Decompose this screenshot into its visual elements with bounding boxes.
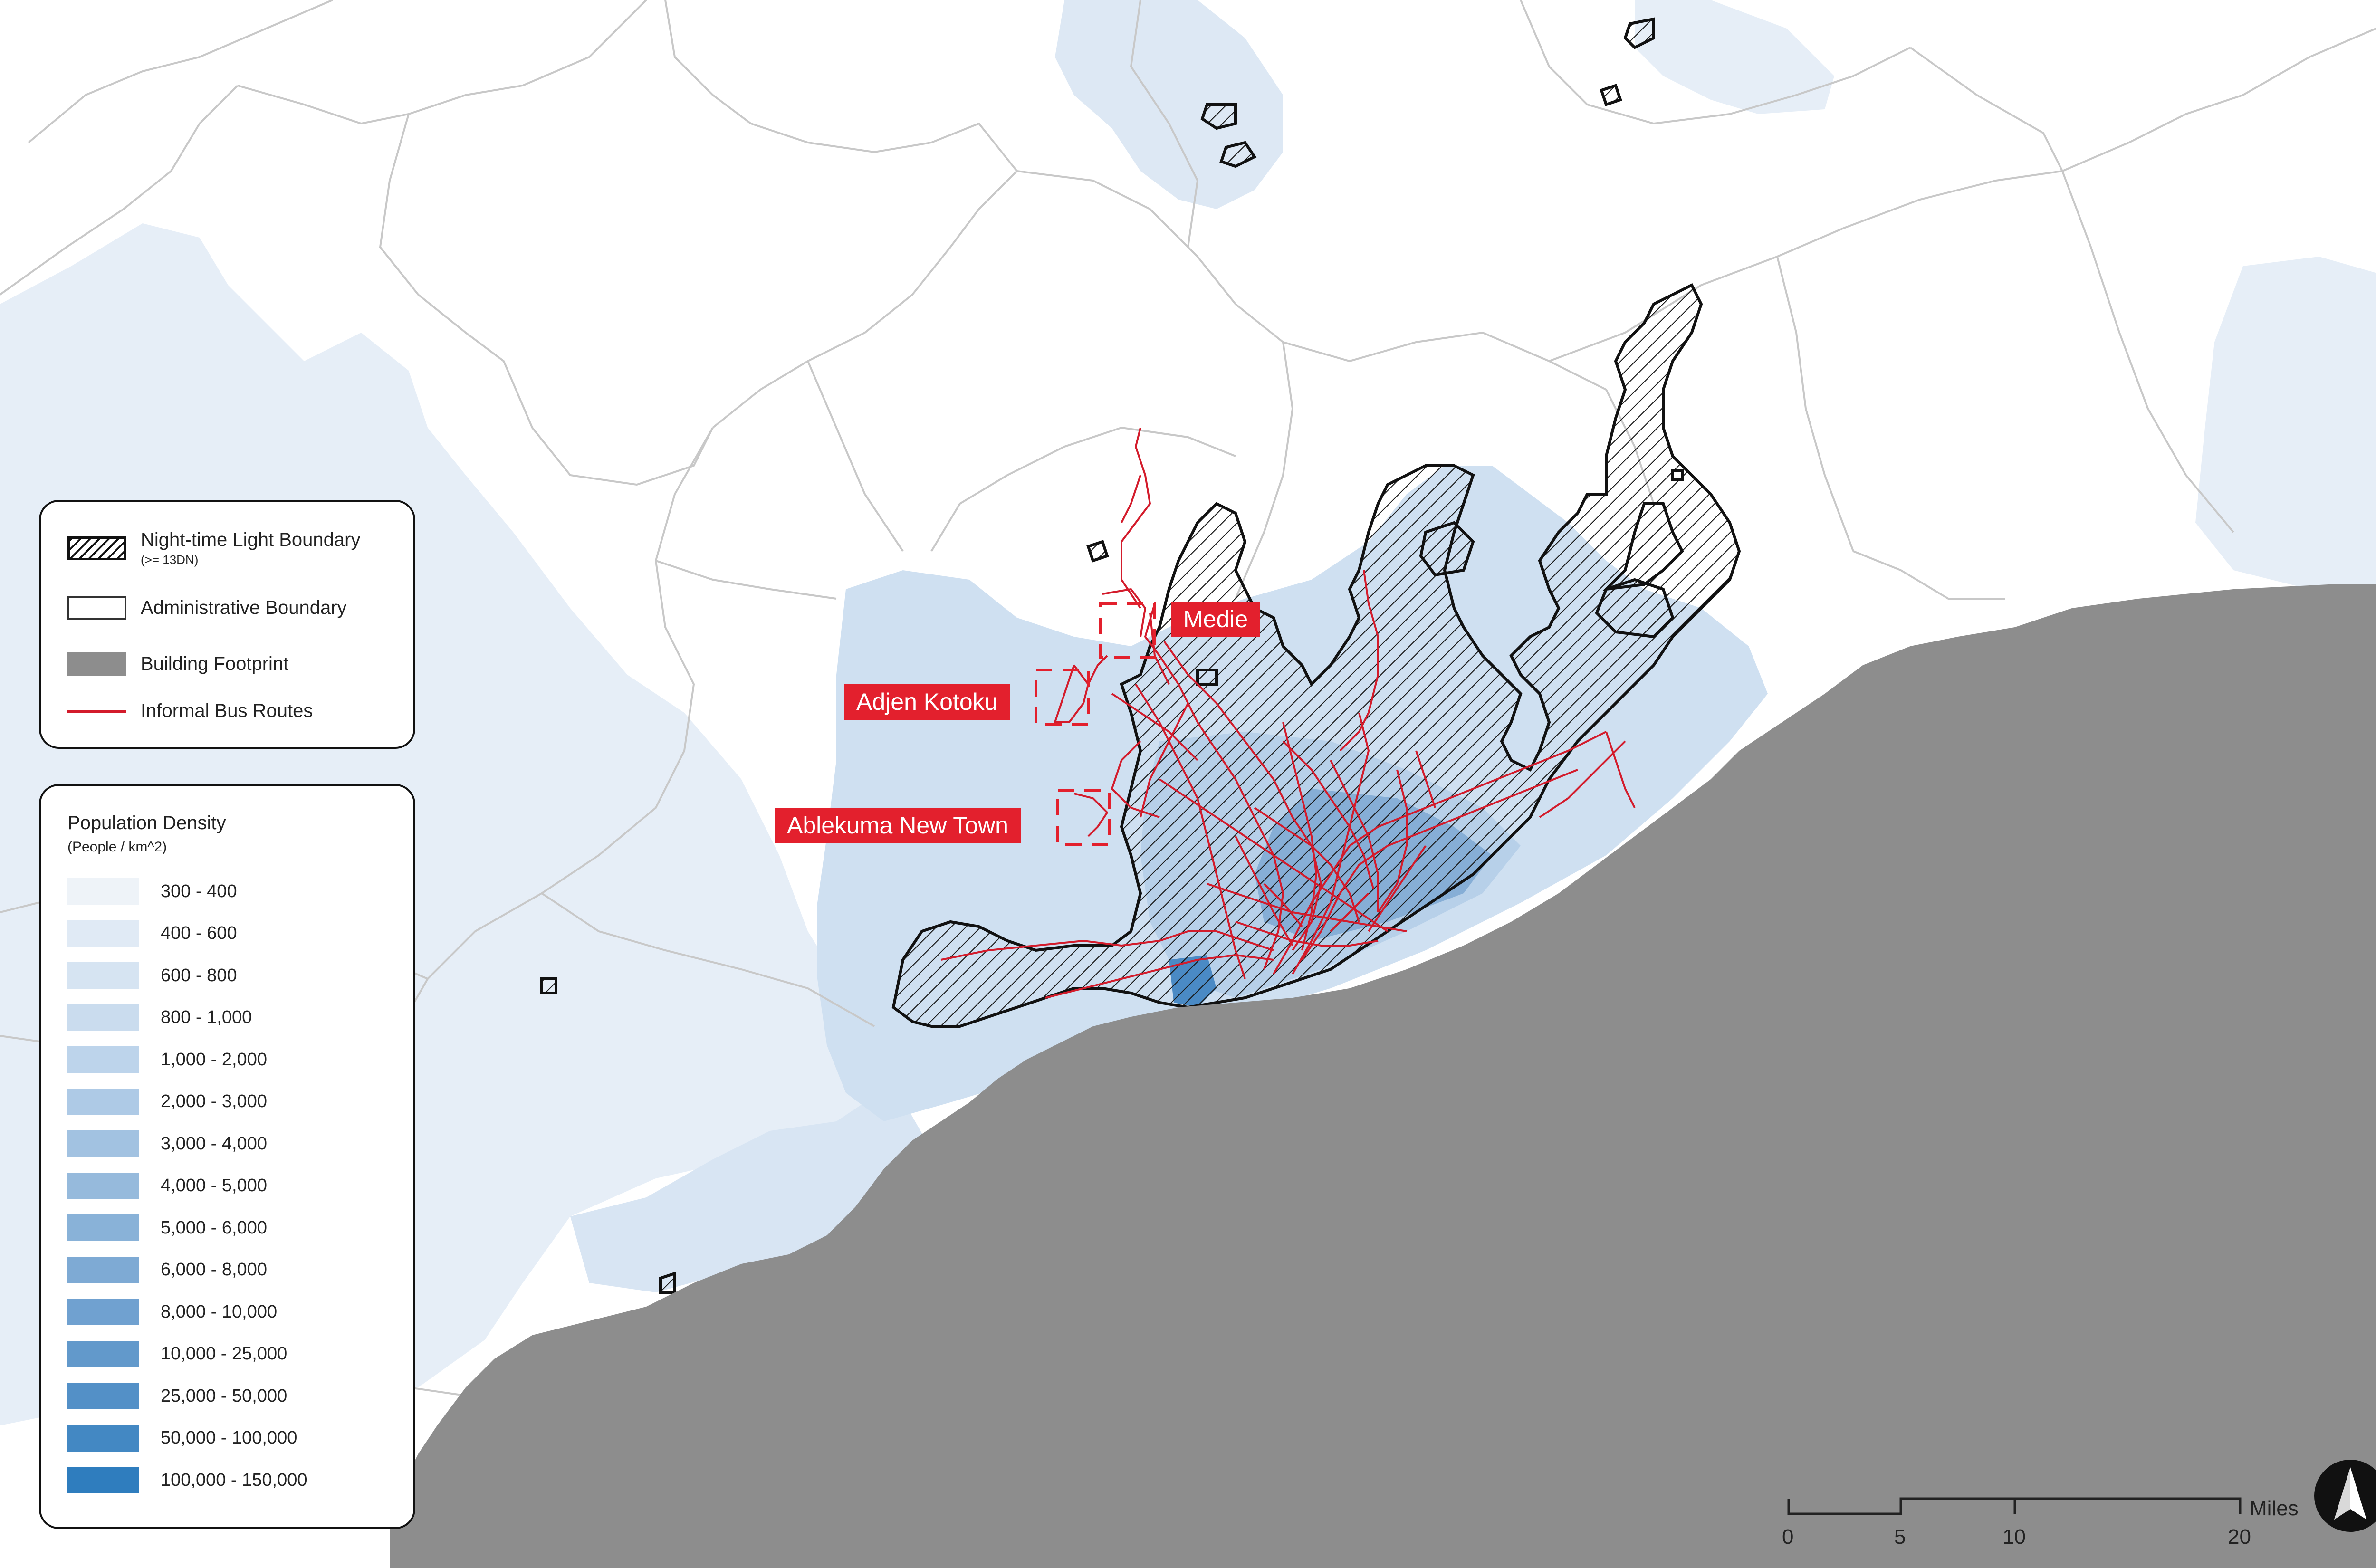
density-region-east <box>2195 257 2376 589</box>
density-class-row: 5,000 - 6,000 <box>67 1214 267 1241</box>
density-class-label: 10,000 - 25,000 <box>161 1344 287 1364</box>
density-region-ne <box>1635 0 1834 114</box>
density-swatch <box>67 1299 139 1325</box>
density-class-row: 800 - 1,000 <box>67 1004 252 1031</box>
density-swatch <box>67 1214 139 1241</box>
density-class-label: 25,000 - 50,000 <box>161 1386 287 1406</box>
density-swatch <box>67 1467 139 1493</box>
density-class-label: 6,000 - 8,000 <box>161 1260 267 1280</box>
legend-label: Administrative Boundary <box>141 597 347 618</box>
density-swatch <box>67 1383 139 1409</box>
density-swatch <box>67 920 139 947</box>
density-region-north <box>1055 0 1283 209</box>
night-light-swatch <box>67 536 126 560</box>
density-swatch <box>67 1256 139 1283</box>
night-light-outlier-6 <box>540 977 557 994</box>
density-class-label: 2,000 - 3,000 <box>161 1091 267 1111</box>
admin-boundaries <box>0 0 2376 1398</box>
night-light-sub-area-2 <box>1419 521 1475 577</box>
density-class-label: 4,000 - 5,000 <box>161 1176 267 1195</box>
legend-item-night-light: Night-time Light Boundary (>= 13DN) <box>67 529 360 567</box>
night-light-outlier-4 <box>1600 84 1622 106</box>
density-class-label: 1,000 - 2,000 <box>161 1049 267 1070</box>
density-legend-title: Population Density <box>67 813 226 833</box>
scale-bar <box>1787 1497 2242 1515</box>
legend-item-building-footprint: Building Footprint <box>67 652 288 676</box>
admin-boundary-swatch <box>67 596 126 620</box>
north-arrow-icon <box>2314 1460 2376 1532</box>
night-light-sub-area-3 <box>1602 502 1684 592</box>
density-class-label: 400 - 600 <box>161 923 237 943</box>
density-class-row: 600 - 800 <box>67 962 237 989</box>
night-light-outlier-3 <box>1623 17 1655 49</box>
density-legend: Population Density (People / km^2) 300 -… <box>39 784 415 1529</box>
legend-label: Night-time Light Boundary <box>141 529 361 550</box>
density-class-row: 10,000 - 25,000 <box>67 1340 287 1367</box>
density-region-south <box>570 1083 950 1292</box>
density-swatch <box>67 878 139 905</box>
place-label-adjen-kotoku: Adjen Kotoku <box>844 684 1010 720</box>
legend-item-admin-boundary: Administrative Boundary <box>67 596 347 620</box>
density-legend-unit: (People / km^2) <box>67 839 167 855</box>
density-class-label: 100,000 - 150,000 <box>161 1470 307 1490</box>
night-light-outlier-1 <box>1200 103 1237 130</box>
scale-tick-5: 5 <box>1894 1525 1906 1549</box>
night-light-outlier-8 <box>1196 669 1218 686</box>
place-label-ablekuma-new-town: Ablekuma New Town <box>775 808 1021 843</box>
density-swatch <box>67 1088 139 1115</box>
density-class-row: 50,000 - 100,000 <box>67 1425 297 1452</box>
scale-tick-10: 10 <box>2002 1525 2026 1549</box>
building-footprint-swatch <box>67 652 126 676</box>
scale-tick-20: 20 <box>2228 1525 2251 1549</box>
density-class-label: 800 - 1,000 <box>161 1007 252 1027</box>
legend-label: Informal Bus Routes <box>141 700 313 721</box>
density-class-label: 300 - 400 <box>161 881 237 901</box>
density-class-label: 50,000 - 100,000 <box>161 1428 297 1448</box>
density-swatch <box>67 962 139 989</box>
night-light-outlier-2 <box>1219 141 1257 168</box>
callout-box-medie <box>1099 602 1156 659</box>
night-light-outlier-9 <box>1671 469 1684 481</box>
density-swatch <box>67 1172 139 1199</box>
bus-route-swatch <box>67 709 126 713</box>
night-light-outlier-7 <box>659 1271 676 1294</box>
density-class-label: 600 - 800 <box>161 965 237 985</box>
night-light-outlier-5 <box>1086 540 1109 563</box>
density-class-row: 300 - 400 <box>67 878 237 905</box>
scale-unit: Miles <box>2250 1497 2299 1520</box>
density-class-row: 2,000 - 3,000 <box>67 1088 267 1115</box>
density-class-row: 6,000 - 8,000 <box>67 1256 267 1283</box>
density-class-row: 3,000 - 4,000 <box>67 1130 267 1157</box>
density-class-label: 3,000 - 4,000 <box>161 1133 267 1154</box>
density-swatch <box>67 1046 139 1073</box>
density-swatch <box>67 1425 139 1452</box>
map-legend: Night-time Light Boundary (>= 13DN) Admi… <box>39 500 415 749</box>
density-class-row: 400 - 600 <box>67 920 237 947</box>
informal-bus-routes <box>940 427 1636 999</box>
density-class-label: 5,000 - 6,000 <box>161 1217 267 1238</box>
building-footprint-sea <box>390 584 2376 1568</box>
density-class-row: 25,000 - 50,000 <box>67 1383 287 1409</box>
legend-sublabel: (>= 13DN) <box>141 553 199 567</box>
density-swatch <box>67 1340 139 1367</box>
callout-boxes <box>1035 602 1156 846</box>
place-label-medie: Medie <box>1171 602 1261 637</box>
density-class-label: 8,000 - 10,000 <box>161 1301 278 1322</box>
legend-item-bus-routes: Informal Bus Routes <box>67 700 313 722</box>
density-swatch <box>67 1004 139 1031</box>
density-class-row: 8,000 - 10,000 <box>67 1299 277 1325</box>
legend-label: Building Footprint <box>141 653 289 674</box>
density-class-row: 4,000 - 5,000 <box>67 1172 267 1199</box>
density-class-row: 1,000 - 2,000 <box>67 1046 267 1073</box>
density-class-row: 100,000 - 150,000 <box>67 1467 307 1493</box>
density-swatch <box>67 1130 139 1157</box>
scale-tick-0: 0 <box>1782 1525 1794 1549</box>
